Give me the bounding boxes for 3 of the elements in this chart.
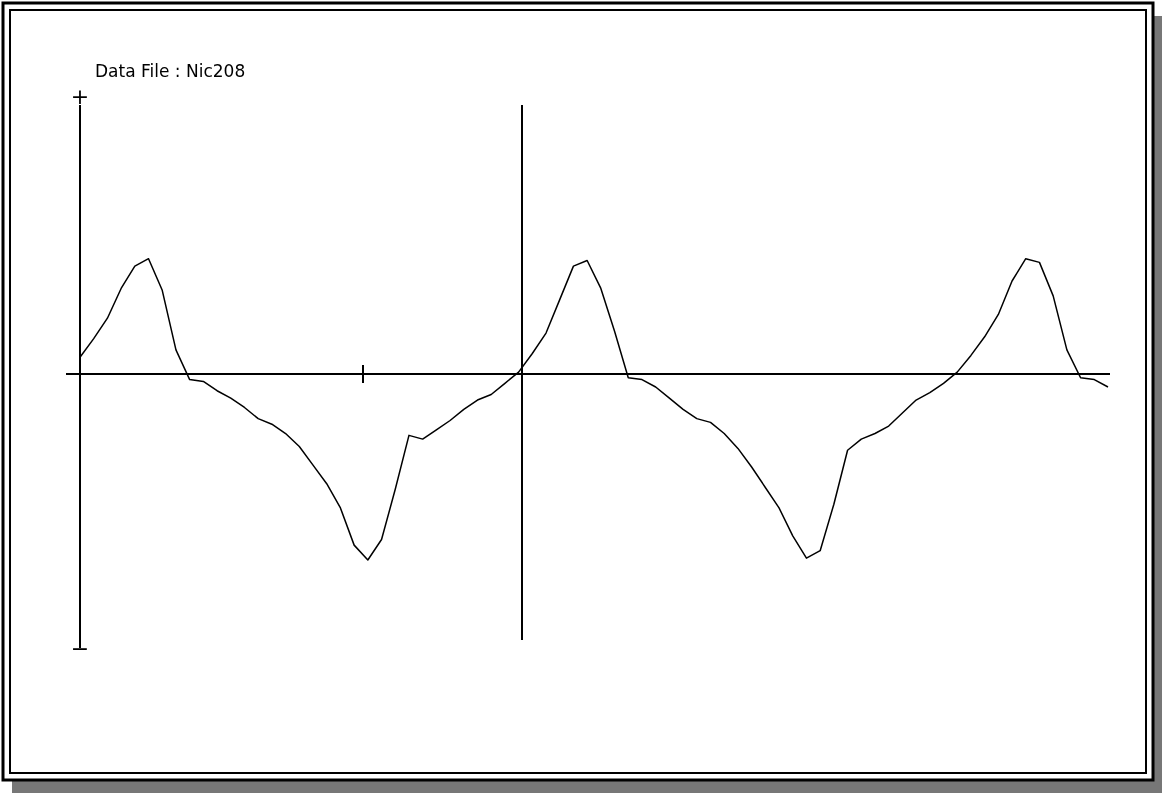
- text: +: [70, 84, 90, 109]
- text: −: [70, 636, 90, 661]
- chart-title: Data File : Nic208: [95, 61, 246, 81]
